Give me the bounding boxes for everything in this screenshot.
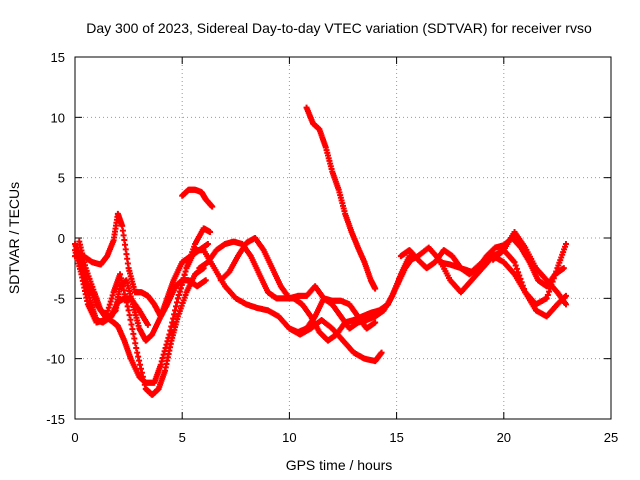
data-point [209, 203, 216, 210]
data-point [543, 295, 550, 302]
series-arc-e [74, 244, 151, 328]
data-point [544, 291, 551, 298]
y-tick-label: -15 [46, 412, 65, 427]
data-point [511, 259, 518, 266]
series-arc-o [490, 228, 569, 308]
x-axis-label: GPS time / hours [286, 457, 393, 473]
series-arc-d [72, 210, 209, 320]
x-tick-label: 25 [604, 430, 618, 445]
data-point [513, 265, 520, 272]
y-tick-labels: -15 -10 -5 0 5 10 15 [46, 50, 65, 427]
x-tick-labels: 0 5 10 15 20 25 [71, 430, 618, 445]
chart-title: Day 300 of 2023, Sidereal Day-to-day VTE… [86, 20, 592, 36]
data-point [562, 301, 569, 308]
x-tick-label: 0 [71, 430, 78, 445]
x-tick-label: 10 [282, 430, 296, 445]
y-tick-label: -5 [53, 291, 65, 306]
grid [75, 57, 611, 419]
y-tick-label: -10 [46, 352, 65, 367]
data-point [562, 292, 569, 299]
series-arc-k [303, 104, 379, 292]
y-tick-label: 5 [58, 171, 65, 186]
y-axis-label: SDTVAR / TECUs [6, 182, 22, 294]
data-point [372, 285, 379, 292]
data-point [552, 271, 559, 278]
data-points [72, 104, 569, 398]
y-tick-label: 10 [51, 110, 65, 125]
series-arc-n [436, 241, 569, 308]
series-arc-f [179, 186, 216, 210]
data-point [546, 288, 553, 295]
data-point [562, 241, 569, 248]
y-tick-label: 0 [58, 231, 65, 246]
data-point [202, 277, 209, 284]
data-point [144, 321, 151, 328]
data-point [560, 265, 567, 272]
x-tick-label: 20 [497, 430, 511, 445]
data-point [553, 268, 560, 275]
data-point [372, 319, 379, 326]
x-tick-label: 15 [389, 430, 403, 445]
axis-ticks [74, 56, 612, 420]
series-arc-h [196, 238, 417, 344]
data-point [550, 275, 557, 282]
data-point [207, 228, 214, 235]
data-point [204, 241, 211, 248]
data-point [378, 349, 385, 356]
x-tick-label: 5 [179, 430, 186, 445]
y-tick-label: 15 [51, 50, 65, 65]
data-point [512, 262, 519, 269]
